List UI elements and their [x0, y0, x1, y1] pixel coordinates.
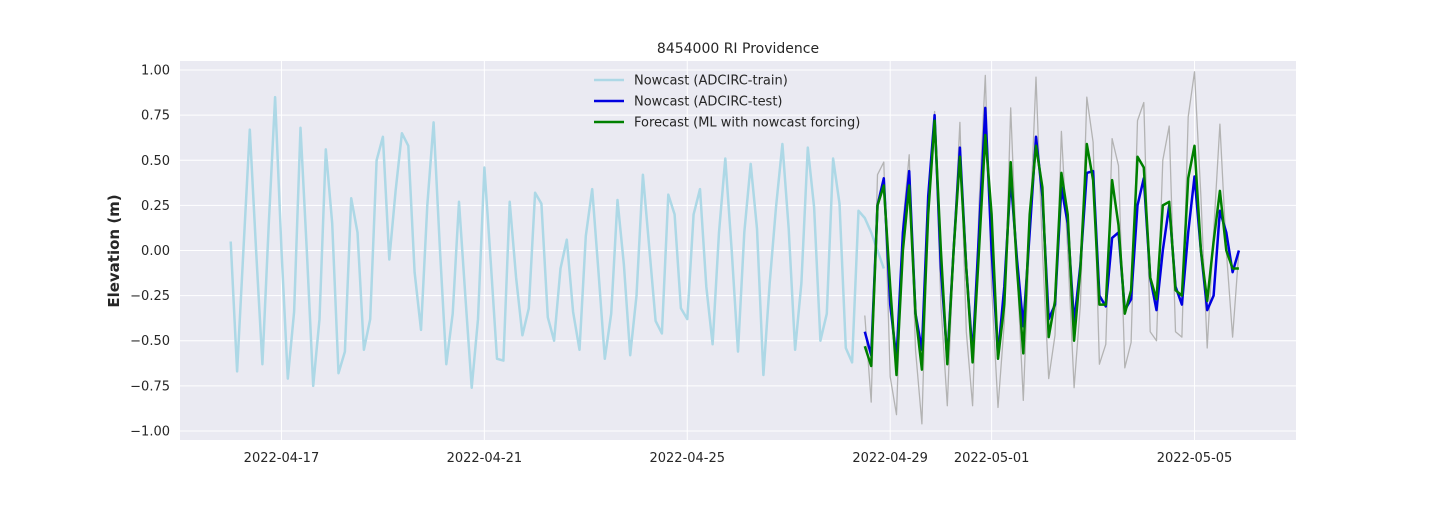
y-tick-label: −1.00 — [130, 424, 170, 439]
legend: Nowcast (ADCIRC-train) Nowcast (ADCIRC-te… — [594, 74, 860, 131]
x-tick-label: 2022-04-21 — [447, 451, 523, 466]
y-axis-label: Elevation (m) — [105, 194, 123, 307]
y-tick-label: −0.75 — [130, 379, 170, 394]
y-tick-label: 0.00 — [141, 244, 170, 259]
x-tick-label: 2022-04-25 — [649, 451, 725, 466]
series-layer — [229, 71, 1241, 425]
series-forecast-ml-with-nowcast-forcing — [863, 119, 1239, 377]
chart-title: 8454000 RI Providence — [657, 41, 819, 57]
legend-label: Forecast (ML with nowcast forcing) — [634, 116, 860, 131]
y-tick-label: 0.50 — [141, 154, 170, 169]
y-tick-label: −0.50 — [130, 334, 170, 349]
y-tick-label: 0.25 — [141, 199, 170, 214]
legend-label: Nowcast (ADCIRC-test) — [634, 95, 783, 110]
legend-label: Nowcast (ADCIRC-train) — [634, 74, 788, 89]
x-tick-label: 2022-05-01 — [954, 451, 1030, 466]
y-tick-label: 0.75 — [141, 109, 170, 124]
x-tick-label: 2022-05-05 — [1157, 451, 1233, 466]
x-tick-label: 2022-04-17 — [244, 451, 320, 466]
y-tick-label: 1.00 — [141, 64, 170, 79]
x-tick-label: 2022-04-29 — [852, 451, 928, 466]
series-nowcast-adcirc-train — [229, 95, 885, 389]
y-tick-label: −0.25 — [130, 289, 170, 304]
axis-layer: 1.00 0.75 0.50 0.25 0.00 −0.25 −0.50 −0.75 −1.00… — [130, 64, 1232, 466]
